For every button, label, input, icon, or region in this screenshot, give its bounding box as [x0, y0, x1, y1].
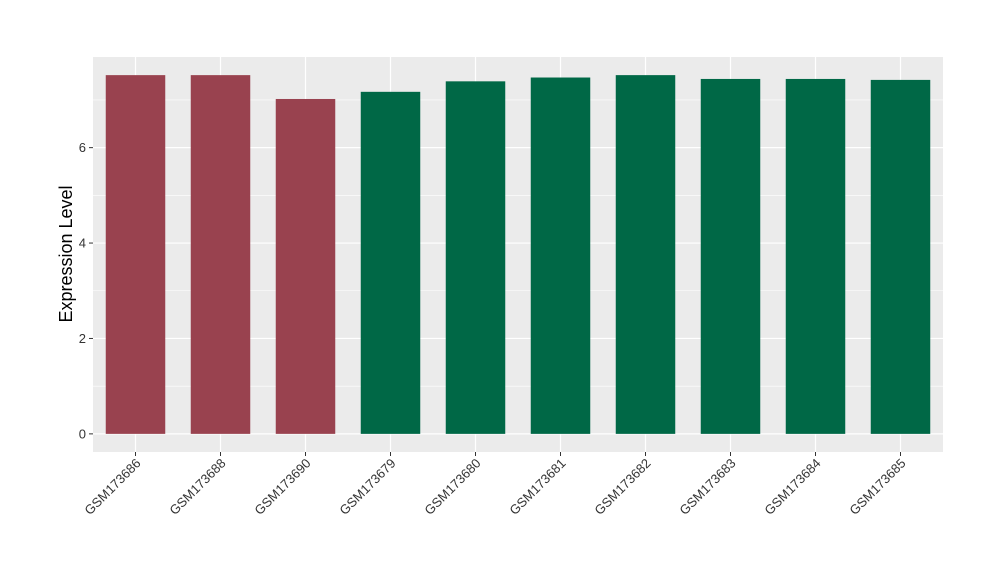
x-tick-label: GSM173679	[336, 456, 398, 518]
bar-GSM173684	[785, 78, 846, 434]
x-tick-label: GSM173688	[166, 456, 228, 518]
bar-GSM173685	[870, 79, 931, 434]
x-tick-label: GSM173683	[676, 456, 738, 518]
bar-GSM173683	[700, 78, 761, 434]
bar-GSM173690	[275, 98, 336, 434]
bar-GSM173680	[445, 81, 506, 434]
x-tick-label: GSM173682	[591, 456, 653, 518]
bar-GSM173681	[530, 77, 591, 434]
y-axis: 0 2 4 6	[79, 140, 93, 441]
x-tick-label: GSM173690	[251, 456, 313, 518]
y-tick-label: 2	[79, 331, 86, 346]
bar-GSM173682	[615, 75, 676, 434]
bar-GSM173688	[190, 75, 251, 434]
bar-GSM173679	[360, 91, 421, 434]
y-axis-title: Expression Level	[56, 185, 76, 322]
bar-GSM173686	[105, 75, 166, 434]
y-tick-label: 4	[79, 236, 86, 251]
x-tick-label: GSM173680	[421, 456, 483, 518]
x-tick-label: GSM173686	[81, 456, 143, 518]
x-tick-label: GSM173685	[846, 456, 908, 518]
x-axis: GSM173686 GSM173688 GSM173690 GSM173679 GSM1…	[81, 452, 909, 518]
x-tick-label: GSM173684	[761, 456, 823, 518]
y-tick-label: 6	[79, 140, 86, 155]
y-tick-label: 0	[79, 426, 86, 441]
x-tick-label: GSM173681	[506, 456, 568, 518]
bars	[105, 75, 931, 434]
